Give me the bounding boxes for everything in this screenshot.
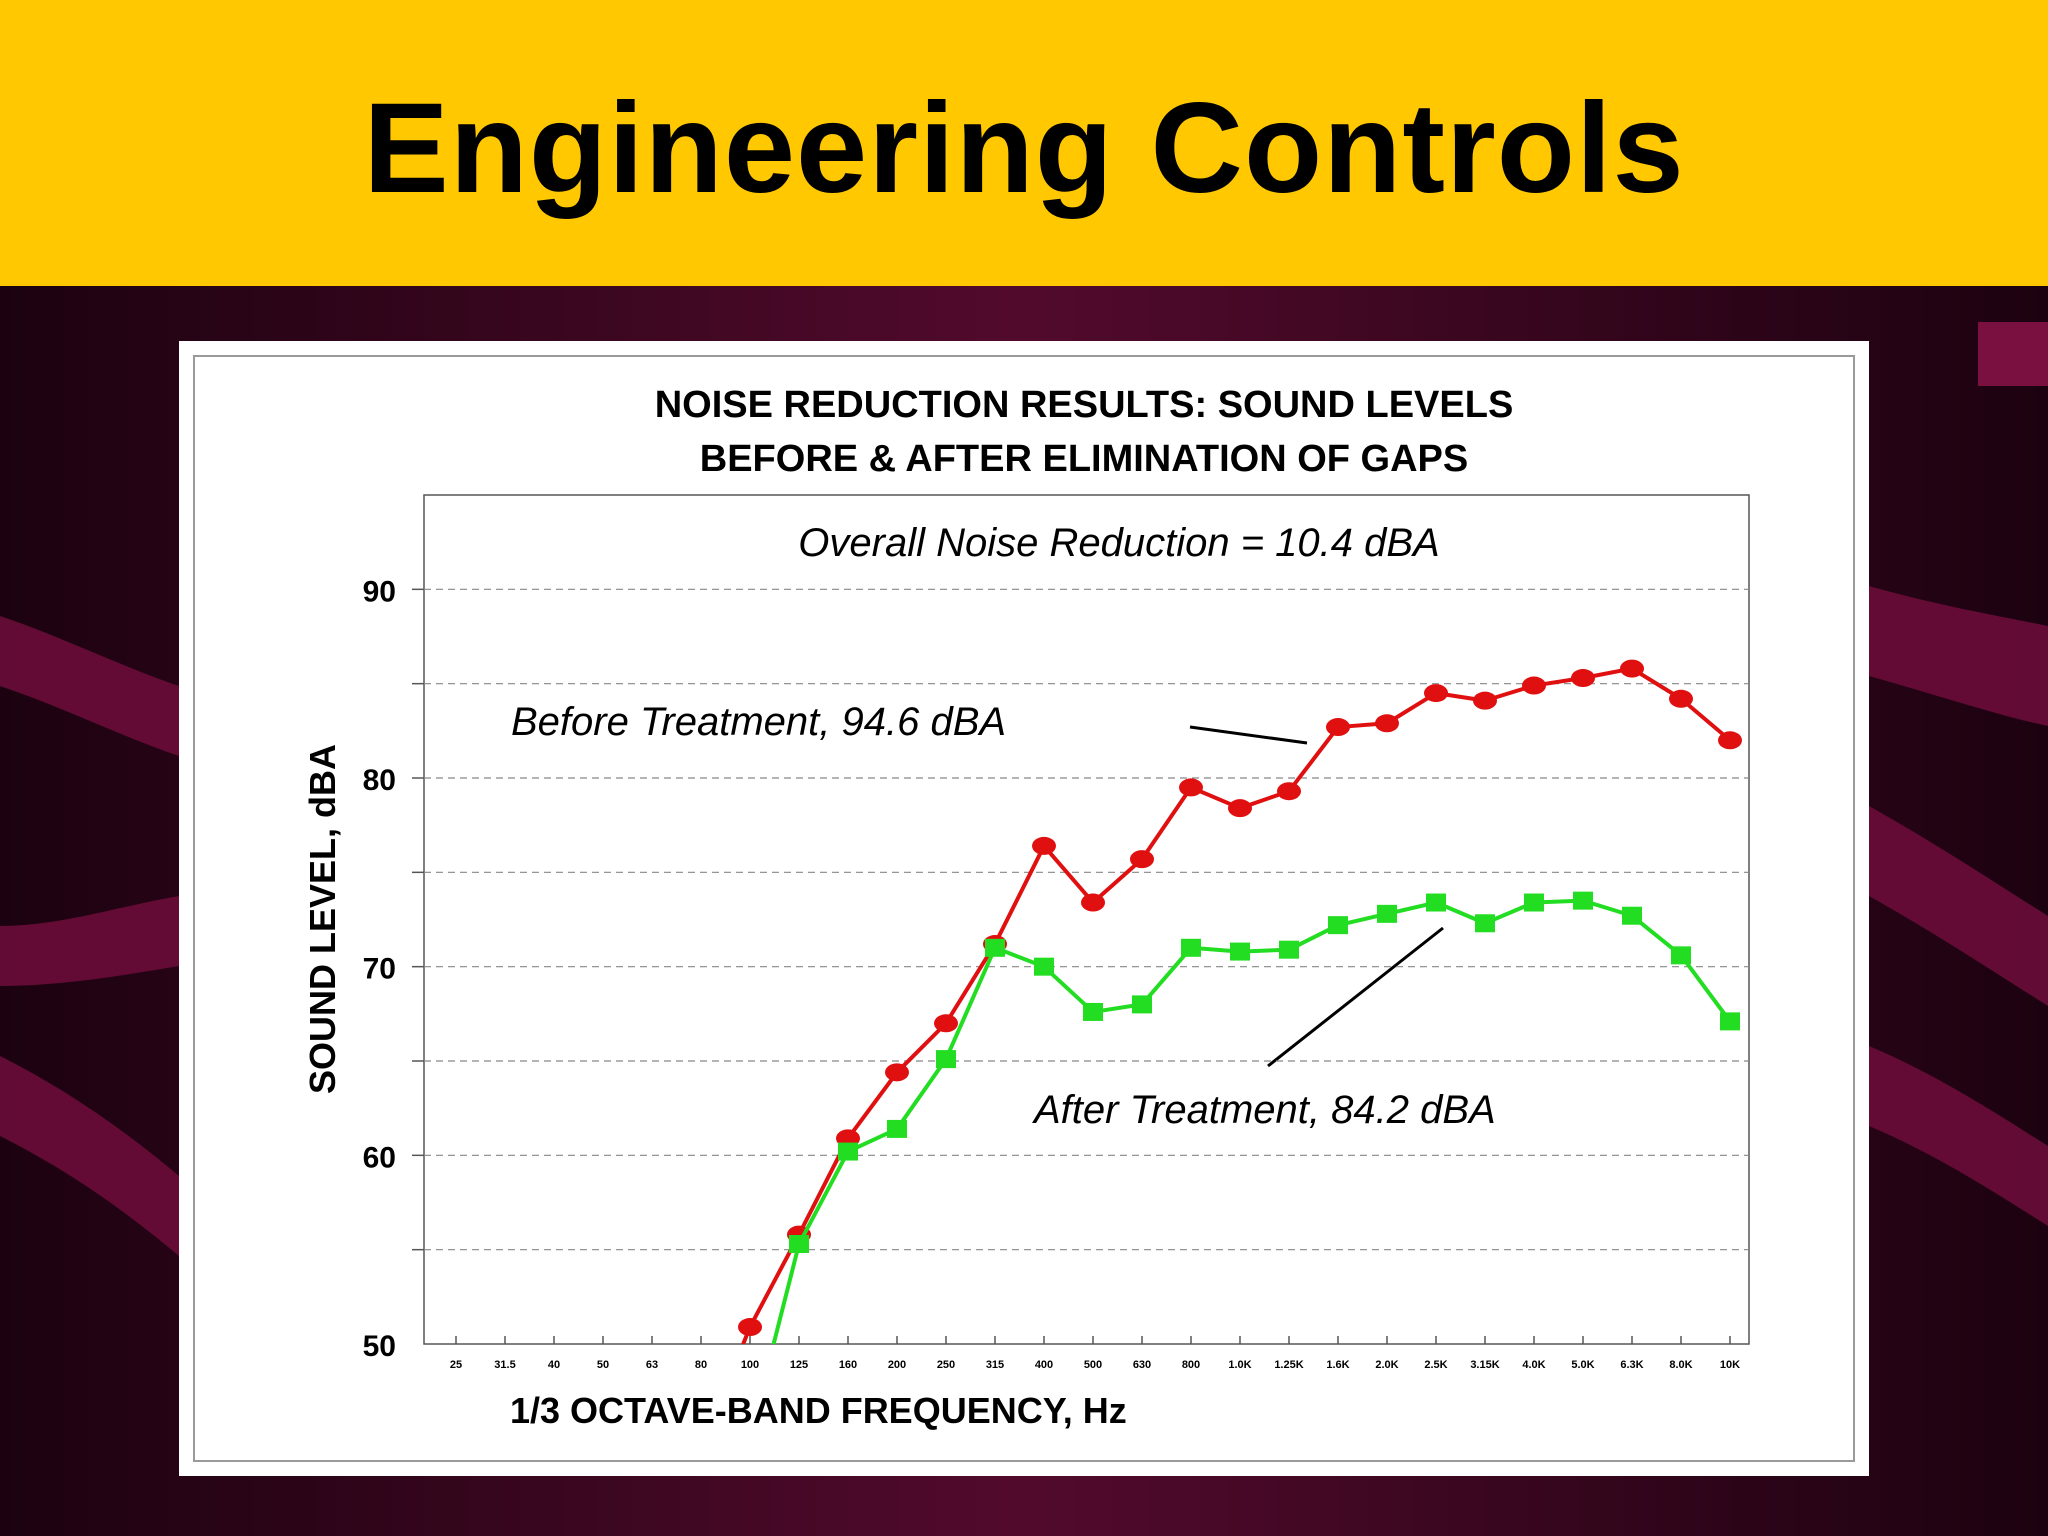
before-data-point bbox=[1179, 778, 1203, 797]
after-data-point bbox=[1720, 1012, 1740, 1031]
before-data-point bbox=[885, 1063, 909, 1082]
x-tick-label: 6.3K bbox=[1620, 1359, 1643, 1371]
after-data-point bbox=[985, 938, 1005, 957]
after-data-point bbox=[1524, 893, 1544, 912]
y-tick-label: 70 bbox=[363, 953, 396, 986]
after-data-point bbox=[1034, 957, 1054, 976]
before-data-point bbox=[1424, 684, 1448, 703]
before-data-point bbox=[738, 1318, 762, 1337]
y-axis-label: SOUND LEVEL, dBA bbox=[302, 744, 343, 1094]
overall-reduction-annotation: Overall Noise Reduction = 10.4 dBA bbox=[798, 521, 1439, 565]
x-tick-label: 315 bbox=[986, 1359, 1004, 1371]
y-tick-label: 90 bbox=[363, 575, 396, 608]
y-tick-label: 50 bbox=[363, 1330, 396, 1363]
x-tick-label: 2.0K bbox=[1375, 1359, 1398, 1371]
x-tick-label: 500 bbox=[1084, 1359, 1102, 1371]
after-data-point bbox=[887, 1119, 907, 1138]
after-data-point bbox=[789, 1235, 809, 1254]
x-tick-label: 3.15K bbox=[1470, 1359, 1499, 1371]
plot-border bbox=[423, 494, 1750, 1345]
x-tick-label: 80 bbox=[695, 1359, 707, 1371]
after-leader-line bbox=[1267, 926, 1444, 1068]
x-tick-label: 8.0K bbox=[1669, 1359, 1692, 1371]
before-data-point bbox=[934, 1014, 958, 1033]
plot-area: 50 60 70 80 90 25 31.5 40 50 63 80 100 125 160 200 250 3… bbox=[363, 494, 1750, 1371]
before-data-point bbox=[1571, 669, 1595, 688]
chart-title-line-2: BEFORE & AFTER ELIMINATION OF GAPS bbox=[700, 438, 1468, 480]
before-data-point bbox=[1130, 850, 1154, 869]
x-tick-label: 250 bbox=[937, 1359, 955, 1371]
before-data-point bbox=[1522, 676, 1546, 695]
chart-frame bbox=[193, 355, 1855, 1462]
x-tick-label: 1.0K bbox=[1228, 1359, 1251, 1371]
after-data-point bbox=[1426, 893, 1446, 912]
before-data-point bbox=[1032, 836, 1056, 855]
noise-reduction-chart: NOISE REDUCTION RESULTS: SOUND LEVELS BE… bbox=[193, 355, 1855, 1462]
before-data-point bbox=[1081, 893, 1105, 912]
before-data-point bbox=[1228, 799, 1252, 818]
x-tick-label: 125 bbox=[790, 1359, 808, 1371]
after-data-point bbox=[1475, 914, 1495, 933]
after-data-point bbox=[1377, 904, 1397, 923]
x-tick-label: 4.0K bbox=[1522, 1359, 1545, 1371]
x-tick-label: 40 bbox=[548, 1359, 560, 1371]
y-tick-label: 60 bbox=[363, 1141, 396, 1174]
x-axis-label: 1/3 OCTAVE-BAND FREQUENCY, Hz bbox=[510, 1390, 1127, 1431]
after-data-point bbox=[936, 1050, 956, 1069]
after-data-point bbox=[1622, 906, 1642, 925]
before-data-point bbox=[1326, 718, 1350, 737]
x-tick-label: 160 bbox=[839, 1359, 857, 1371]
after-series-label: After Treatment, 84.2 dBA bbox=[1032, 1088, 1496, 1132]
chart-title-line-1: NOISE REDUCTION RESULTS: SOUND LEVELS bbox=[655, 384, 1514, 426]
after-data-point bbox=[1083, 1002, 1103, 1021]
after-data-point bbox=[1328, 916, 1348, 935]
after-data-point bbox=[1671, 946, 1691, 965]
x-tick-label: 63 bbox=[646, 1359, 658, 1371]
before-series-line bbox=[741, 666, 1732, 1344]
after-data-point bbox=[1230, 942, 1250, 961]
chart-card: NOISE REDUCTION RESULTS: SOUND LEVELS BE… bbox=[179, 341, 1869, 1476]
before-data-point bbox=[1669, 689, 1693, 708]
slide-title: Engineering Controls bbox=[363, 76, 1685, 220]
y-tick-label: 80 bbox=[363, 764, 396, 797]
x-tick-label: 2.5K bbox=[1424, 1359, 1447, 1371]
x-tick-label: 31.5 bbox=[494, 1359, 515, 1371]
after-data-point bbox=[1181, 938, 1201, 957]
before-data-point bbox=[1277, 782, 1301, 801]
x-tick-label: 1.25K bbox=[1274, 1359, 1303, 1371]
after-data-point bbox=[1279, 940, 1299, 959]
x-tick-label: 800 bbox=[1182, 1359, 1200, 1371]
x-tick-label: 200 bbox=[888, 1359, 906, 1371]
after-data-point bbox=[838, 1142, 858, 1161]
before-series-label: Before Treatment, 94.6 dBA bbox=[511, 700, 1006, 744]
x-tick-label: 50 bbox=[597, 1359, 609, 1371]
before-data-point bbox=[1375, 714, 1399, 733]
x-tick-label: 630 bbox=[1133, 1359, 1151, 1371]
after-data-point bbox=[1573, 891, 1593, 910]
title-bar: Engineering Controls bbox=[0, 0, 2048, 286]
before-data-point bbox=[1620, 659, 1644, 678]
before-data-point bbox=[1718, 731, 1742, 750]
x-tick-label: 10K bbox=[1720, 1359, 1740, 1371]
before-data-point bbox=[1473, 691, 1497, 710]
x-tick-label: 100 bbox=[741, 1359, 759, 1371]
after-series-line bbox=[771, 898, 1732, 1344]
before-leader-line bbox=[1189, 725, 1308, 745]
x-tick-label: 5.0K bbox=[1571, 1359, 1594, 1371]
x-tick-label: 400 bbox=[1035, 1359, 1053, 1371]
after-data-point bbox=[1132, 995, 1152, 1014]
x-tick-label: 25 bbox=[450, 1359, 462, 1371]
x-tick-label: 1.6K bbox=[1326, 1359, 1349, 1371]
